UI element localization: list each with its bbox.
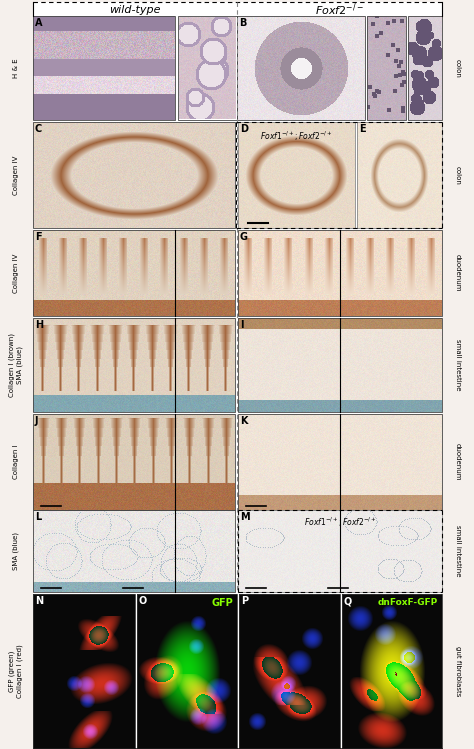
Bar (238, 122, 355, 228)
Text: P: P (241, 596, 248, 606)
Text: D: D (240, 124, 248, 134)
Bar (238, 414, 442, 510)
Text: dnFoxF-GFP: dnFoxF-GFP (378, 598, 438, 607)
Text: Collagen I (brown)
SMA (blue): Collagen I (brown) SMA (blue) (9, 333, 23, 397)
Text: J: J (35, 416, 38, 426)
Text: Collagen IV: Collagen IV (13, 253, 19, 293)
Bar (178, 16, 237, 120)
Bar (33, 594, 135, 748)
Bar (238, 318, 442, 412)
Text: colon: colon (455, 166, 461, 184)
Bar (33, 16, 175, 120)
Text: K: K (240, 416, 247, 426)
Text: $\mathit{Foxf2}^{-/-}$: $\mathit{Foxf2}^{-/-}$ (315, 1, 364, 18)
Text: colon: colon (455, 58, 461, 77)
Text: I: I (240, 320, 244, 330)
Bar (238, 510, 442, 592)
Bar (408, 16, 442, 120)
Text: $\mathit{Foxf1^{-/+}; Foxf2^{-/+}}$: $\mathit{Foxf1^{-/+}; Foxf2^{-/+}}$ (304, 516, 376, 530)
Bar (367, 16, 406, 120)
Text: duodenum: duodenum (455, 254, 461, 292)
Text: small intestine: small intestine (455, 525, 461, 577)
Text: gut fibroblasts: gut fibroblasts (455, 646, 461, 696)
Text: H: H (35, 320, 43, 330)
Text: wild-type: wild-type (109, 5, 161, 15)
Bar (137, 594, 237, 748)
Bar (237, 16, 365, 120)
Text: M: M (240, 512, 250, 522)
Text: A: A (35, 18, 43, 28)
Text: GFP: GFP (211, 598, 233, 608)
Text: Q: Q (344, 596, 352, 606)
Text: B: B (239, 18, 246, 28)
Text: duodenum: duodenum (455, 443, 461, 481)
Text: N: N (35, 596, 43, 606)
Bar (33, 230, 235, 316)
Text: G: G (240, 232, 248, 242)
Text: O: O (139, 596, 147, 606)
Text: H & E: H & E (13, 58, 19, 78)
Text: Collagen I: Collagen I (13, 445, 19, 479)
Text: SMA (blue): SMA (blue) (13, 532, 19, 570)
Text: E: E (359, 124, 365, 134)
Text: L: L (35, 512, 41, 522)
Bar (33, 2, 442, 748)
Bar (33, 122, 235, 228)
Bar (357, 122, 442, 228)
Bar (238, 230, 442, 316)
Bar (239, 594, 340, 748)
Text: C: C (35, 124, 42, 134)
Text: small intestine: small intestine (455, 339, 461, 391)
Bar (33, 510, 235, 592)
Text: GFP (green)
Collagen I (red): GFP (green) Collagen I (red) (9, 644, 23, 698)
Bar (33, 318, 235, 412)
Bar (342, 594, 442, 748)
Text: $\mathit{Foxf1^{-/+}; Foxf2^{-/+}}$: $\mathit{Foxf1^{-/+}; Foxf2^{-/+}}$ (260, 130, 333, 143)
Bar (33, 414, 235, 510)
Bar (178, 16, 237, 120)
Text: Collagen IV: Collagen IV (13, 155, 19, 195)
Text: F: F (35, 232, 42, 242)
